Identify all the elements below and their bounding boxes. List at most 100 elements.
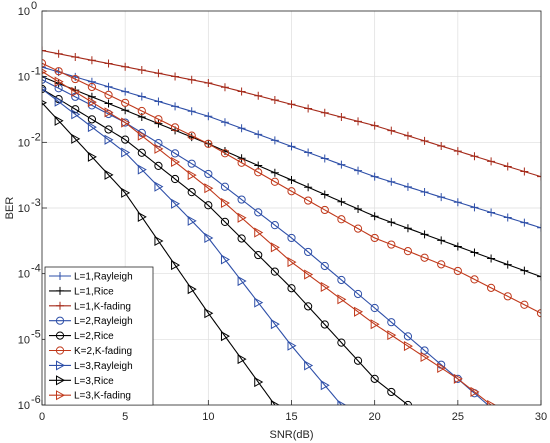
data-point bbox=[337, 113, 346, 122]
data-point bbox=[370, 374, 379, 383]
data-point bbox=[287, 233, 296, 243]
legend-label: K=2,K-fading bbox=[74, 346, 132, 357]
data-point bbox=[387, 240, 396, 249]
data-point bbox=[137, 211, 147, 222]
x-axis-title: SNR(dB) bbox=[269, 429, 313, 441]
data-point bbox=[370, 212, 379, 221]
data-point bbox=[353, 224, 363, 233]
data-point bbox=[137, 66, 146, 75]
data-point bbox=[187, 75, 196, 84]
data-point bbox=[42, 46, 46, 55]
data-point bbox=[204, 308, 214, 319]
data-point bbox=[470, 275, 479, 284]
data-point bbox=[254, 91, 263, 100]
data-point bbox=[453, 198, 462, 207]
data-point bbox=[287, 187, 296, 196]
data-point bbox=[170, 149, 180, 158]
data-point bbox=[237, 195, 246, 204]
data-point bbox=[121, 62, 130, 71]
y-tick-label: 10 bbox=[18, 6, 30, 18]
y-axis-title: BER bbox=[4, 197, 16, 220]
data-point bbox=[121, 117, 131, 128]
data-point bbox=[237, 354, 247, 365]
data-point bbox=[220, 149, 230, 158]
data-point bbox=[220, 254, 230, 265]
data-point bbox=[171, 72, 180, 81]
data-point bbox=[270, 399, 280, 405]
series-L=1,Rayleigh bbox=[42, 63, 541, 232]
data-point bbox=[337, 197, 346, 206]
data-point bbox=[354, 166, 363, 175]
data-point bbox=[121, 98, 130, 107]
data-point bbox=[320, 190, 329, 199]
legend-item: L=1,Rice bbox=[49, 286, 114, 297]
series-line bbox=[42, 102, 276, 405]
data-point bbox=[270, 221, 279, 230]
data-point bbox=[220, 118, 229, 127]
data-point bbox=[71, 105, 80, 114]
data-point bbox=[154, 115, 163, 124]
y-tick-exponent: -6 bbox=[31, 394, 41, 406]
data-point bbox=[87, 56, 96, 65]
legend-label: L=3,K-fading bbox=[74, 391, 131, 402]
data-point bbox=[87, 115, 97, 124]
series-L=3,Rice bbox=[42, 99, 280, 405]
data-point bbox=[270, 177, 279, 186]
data-point bbox=[254, 208, 263, 217]
data-point bbox=[387, 330, 397, 341]
data-point bbox=[220, 331, 230, 342]
data-point bbox=[420, 351, 430, 363]
data-point bbox=[354, 306, 364, 317]
data-point bbox=[270, 319, 280, 330]
data-point bbox=[287, 176, 296, 184]
data-point bbox=[170, 174, 180, 184]
data-point bbox=[170, 123, 180, 132]
legend-label: L=1,Rayleigh bbox=[74, 272, 133, 283]
data-point bbox=[370, 172, 379, 181]
data-point bbox=[487, 157, 496, 166]
data-point bbox=[220, 197, 230, 209]
y-tick-label: 10 bbox=[18, 334, 30, 346]
data-point bbox=[154, 119, 163, 128]
data-point bbox=[487, 254, 496, 263]
data-point bbox=[154, 181, 164, 192]
data-point bbox=[337, 275, 346, 285]
data-point bbox=[237, 212, 247, 223]
data-point bbox=[187, 107, 196, 116]
data-point bbox=[320, 205, 329, 215]
data-point bbox=[171, 156, 181, 168]
data-point bbox=[370, 319, 380, 330]
data-point bbox=[137, 130, 147, 141]
data-point bbox=[104, 82, 113, 91]
series-L=2,Rice bbox=[42, 84, 413, 405]
data-point bbox=[154, 161, 163, 170]
legend-marker bbox=[55, 346, 65, 355]
data-point bbox=[337, 399, 347, 405]
data-point bbox=[254, 130, 263, 139]
data-point bbox=[54, 49, 63, 58]
data-point bbox=[320, 320, 329, 329]
data-point bbox=[204, 201, 213, 210]
data-point bbox=[71, 109, 81, 120]
legend-item: L=1,K-fading bbox=[49, 301, 131, 312]
data-point bbox=[304, 269, 314, 280]
data-point bbox=[403, 131, 412, 140]
data-point bbox=[71, 53, 80, 62]
data-point bbox=[42, 63, 46, 72]
data-point bbox=[71, 133, 81, 144]
series-line bbox=[42, 88, 342, 405]
data-point bbox=[171, 198, 181, 209]
x-tick-label: 15 bbox=[285, 411, 297, 423]
data-point bbox=[437, 236, 446, 245]
data-point bbox=[220, 83, 229, 92]
data-point bbox=[87, 77, 96, 86]
data-point bbox=[420, 230, 429, 239]
data-point bbox=[270, 267, 279, 276]
data-point bbox=[536, 309, 541, 318]
data-point bbox=[387, 218, 396, 227]
data-point bbox=[487, 399, 497, 405]
data-point bbox=[520, 218, 529, 227]
data-point bbox=[237, 275, 247, 287]
data-point bbox=[420, 187, 429, 196]
